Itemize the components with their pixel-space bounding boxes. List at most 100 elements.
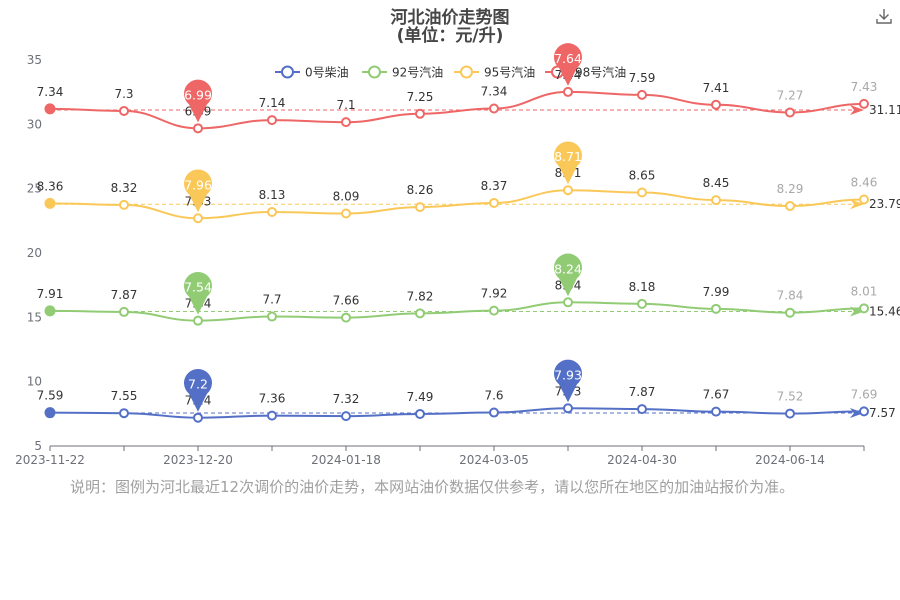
data-label: 7.66 [333, 294, 360, 308]
data-label: 7.67 [703, 388, 730, 402]
max-marker-pin-label: 7.64 [554, 51, 582, 66]
data-point [341, 312, 351, 323]
series-line [49, 90, 865, 130]
data-label: 7.92 [481, 287, 508, 301]
min-marker-pin-shape [184, 271, 213, 315]
data-label: 8.46 [851, 175, 878, 189]
data-point [711, 303, 721, 314]
data-point [711, 99, 721, 110]
series-line [49, 301, 865, 322]
data-label: 7.36 [259, 392, 286, 406]
data-point [44, 197, 56, 209]
average-label: 23.79 [869, 197, 900, 211]
min-marker-pin-label: 6.99 [184, 87, 212, 102]
data-label: 7.6 [484, 389, 503, 403]
data-point [44, 305, 56, 317]
data-label: 7.55 [111, 389, 138, 403]
data-point [119, 408, 129, 419]
data-label: 8.32 [111, 181, 138, 195]
data-point [563, 297, 573, 308]
data-label: 7.32 [333, 392, 360, 406]
chart-subtitle: (单位：元/升) [396, 26, 504, 46]
max-marker-pin-label: 7.93 [554, 367, 582, 382]
y-tick-label: 15 [27, 310, 42, 324]
data-label: 7.34 [37, 85, 64, 99]
data-point [193, 213, 203, 224]
x-tick-label: 2024-04-30 [607, 453, 677, 467]
y-tick-label: 35 [27, 53, 42, 67]
data-label: 7.7 [262, 293, 281, 307]
data-label: 7.52 [777, 390, 804, 404]
average-label: 7.57 [869, 406, 896, 420]
data-label: 7.3 [114, 87, 133, 101]
min-marker-pin-label: 7.96 [184, 177, 212, 192]
x-tick-label: 2024-06-14 [755, 453, 825, 467]
data-point [193, 412, 203, 423]
average-arrow [850, 407, 864, 418]
data-point [563, 86, 573, 97]
data-label: 8.45 [703, 176, 730, 190]
legend-label: 92号汽油 [392, 65, 443, 80]
data-point [489, 407, 499, 418]
data-label: 8.09 [333, 189, 360, 203]
average-arrow [850, 199, 864, 210]
legend-label: 98号汽油 [575, 65, 626, 80]
x-tick-label: 2023-11-22 [15, 453, 85, 467]
y-tick-label: 20 [27, 246, 42, 260]
data-label: 7.99 [703, 285, 730, 299]
data-label: 7.25 [407, 90, 434, 104]
min-marker-pin-label: 7.2 [188, 377, 208, 392]
data-point [341, 411, 351, 422]
data-label: 7.69 [851, 387, 878, 401]
x-tick-label: 2024-01-18 [311, 453, 381, 467]
max-marker-pin-shape [554, 43, 582, 86]
min-marker-pin: 7.54 [184, 271, 213, 315]
max-marker-pin-shape [554, 141, 582, 185]
y-tick-label: 25 [27, 182, 42, 196]
data-point [859, 406, 869, 417]
data-point [489, 305, 499, 316]
data-point [637, 298, 647, 309]
x-tick-label: 2023-12-20 [163, 453, 233, 467]
y-tick-label: 30 [27, 117, 42, 131]
data-point [193, 315, 203, 326]
data-point [119, 105, 129, 116]
data-point [785, 107, 795, 118]
data-point [859, 98, 869, 109]
disclaimer-note: 说明：图例为河北最近12次调价的油价走势，本网站油价数据仅供参考，请以您所在地区… [70, 478, 795, 496]
data-label: 7.41 [703, 81, 730, 95]
min-marker-pin: 7.2 [184, 368, 213, 412]
download-icon[interactable] [874, 6, 894, 26]
data-point [563, 403, 573, 414]
data-label: 7.91 [37, 287, 64, 301]
chart-title: 河北油价走势图 [390, 8, 510, 28]
data-point [785, 201, 795, 212]
data-point [267, 206, 277, 217]
max-marker-pin-shape [554, 359, 583, 403]
data-label: 7.82 [407, 289, 434, 303]
data-point [637, 89, 647, 100]
legend-label: 95号汽油 [484, 65, 535, 80]
data-label: 7.49 [407, 390, 434, 404]
max-marker-pin: 7.64 [554, 43, 582, 86]
data-point [341, 117, 351, 128]
max-marker-pin: 8.71 [554, 141, 582, 185]
y-tick-label: 10 [27, 375, 42, 389]
data-label: 7.1 [336, 98, 355, 112]
data-label: 7.27 [777, 88, 804, 102]
min-marker-pin-shape [184, 169, 213, 213]
data-point [267, 311, 277, 322]
data-label: 8.18 [629, 280, 656, 294]
min-marker-pin: 7.96 [184, 169, 213, 213]
data-label: 8.13 [259, 188, 286, 202]
data-point [489, 103, 499, 114]
data-point [415, 108, 425, 119]
data-point [637, 404, 647, 415]
average-label: 15.46 [869, 304, 900, 318]
max-marker-pin: 7.93 [554, 359, 583, 403]
series-line [49, 189, 865, 220]
data-label: 7.43 [851, 80, 878, 94]
data-point [859, 303, 869, 314]
average-arrow [850, 105, 864, 116]
max-marker-pin-label: 8.71 [554, 149, 582, 164]
